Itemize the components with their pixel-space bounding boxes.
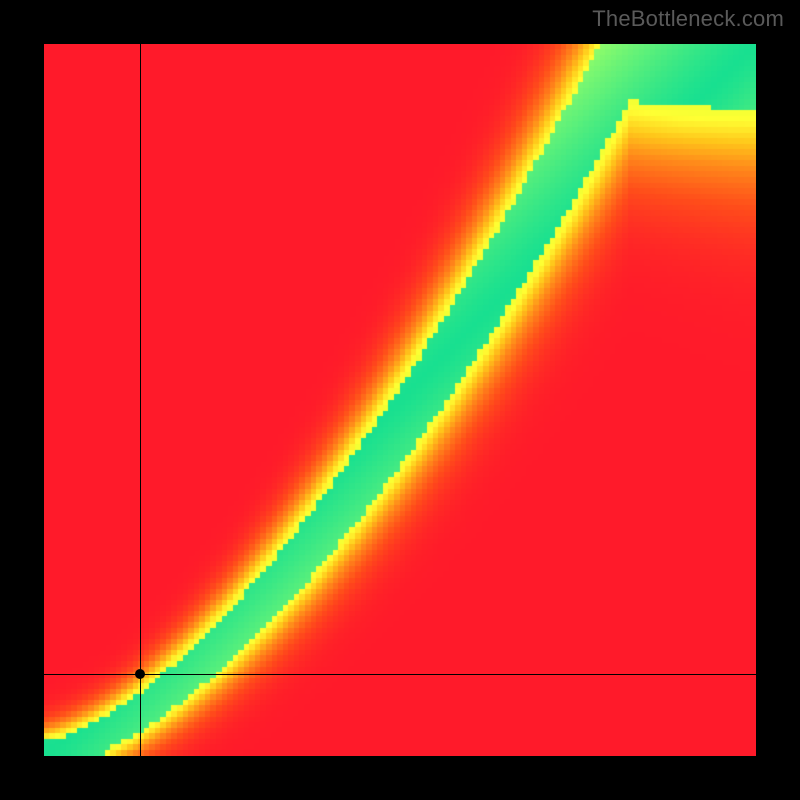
bottleneck-chart-root: TheBottleneck.com bbox=[0, 0, 800, 800]
watermark-label: TheBottleneck.com bbox=[592, 6, 784, 32]
heatmap-plot bbox=[44, 44, 756, 756]
heatmap-canvas bbox=[44, 44, 756, 756]
